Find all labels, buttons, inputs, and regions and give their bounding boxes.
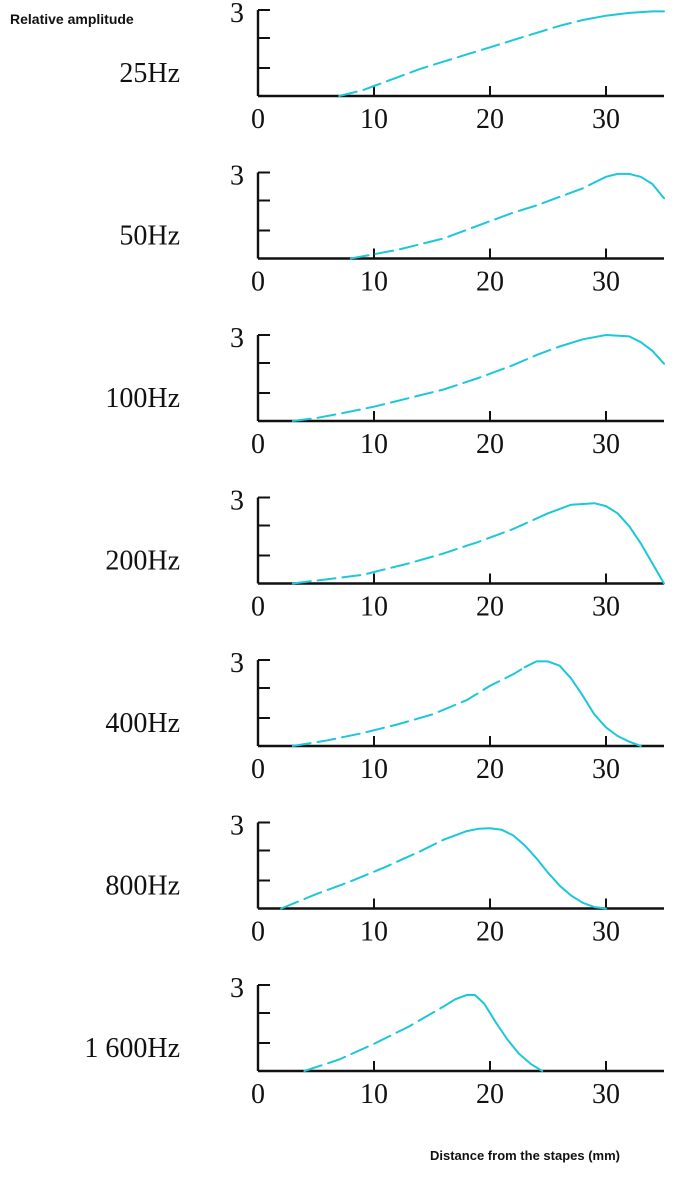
x-tick-label: 30 [592,754,620,785]
x-tick-label: 10 [360,754,388,785]
x-tick-label: 10 [360,1079,388,1110]
amplitude-curve-dashed [291,666,526,747]
y-tick-label: 3 [230,323,244,354]
x-tick-label: 10 [360,917,388,948]
y-tick-label: 3 [230,161,244,192]
x-tick-label: 0 [251,429,265,460]
frequency-label: 400Hz [105,708,180,739]
frequency-label: 800Hz [105,871,180,902]
x-tick-label: 20 [476,592,504,623]
x-tick-label: 0 [251,754,265,785]
x-tick-label: 20 [476,917,504,948]
y-tick-label: 3 [230,973,244,1004]
amplitude-curve-dashed [280,838,445,910]
x-tick-label: 20 [476,429,504,460]
frequency-label: 1 600Hz [84,1033,180,1064]
frequency-label: 50Hz [119,221,180,252]
amplitude-curve-solid [581,10,665,21]
amplitude-curve-solid [547,502,665,585]
amplitude-curve-dashed [291,345,561,422]
amplitude-curve-solid [593,172,665,200]
amplitude-curve-solid [442,827,607,910]
amplitude-curve-solid [523,660,642,747]
x-tick-label: 0 [251,104,265,135]
frequency-label: 200Hz [105,546,180,577]
y-tick-label: 3 [230,811,244,842]
amplitude-curve-dashed [349,181,596,260]
x-tick-label: 30 [592,917,620,948]
y-axis-title: Relative amplitude [10,11,134,27]
x-tick-label: 20 [476,1079,504,1110]
amplitude-curve-solid [454,994,544,1072]
x-tick-label: 0 [251,592,265,623]
x-tick-label: 30 [592,104,620,135]
x-tick-label: 30 [592,1079,620,1110]
x-tick-label: 0 [251,267,265,298]
y-tick-label: 3 [230,648,244,679]
y-tick-label: 3 [230,486,244,517]
x-tick-label: 20 [476,754,504,785]
x-tick-label: 30 [592,267,620,298]
y-tick-label: 3 [230,0,244,29]
x-tick-label: 10 [360,592,388,623]
x-tick-label: 0 [251,1079,265,1110]
amplitude-curve-solid [558,334,665,365]
frequency-label: 100Hz [105,383,180,414]
panel-7: 30 10 20 301 600Hz [84,973,664,1110]
x-tick-label: 30 [592,429,620,460]
amplitude-curve-dashed [303,998,457,1072]
amplitude-curve-dashed [291,512,549,585]
x-tick-label: 10 [360,429,388,460]
x-tick-label: 10 [360,104,388,135]
amplitude-curve-dashed [338,19,584,97]
x-tick-label: 10 [360,267,388,298]
x-tick-label: 20 [476,267,504,298]
x-tick-label: 20 [476,104,504,135]
x-tick-label: 0 [251,917,265,948]
x-axis-title: Distance from the stapes (mm) [430,1148,620,1163]
frequency-label: 25Hz [119,58,180,89]
x-tick-label: 30 [592,592,620,623]
